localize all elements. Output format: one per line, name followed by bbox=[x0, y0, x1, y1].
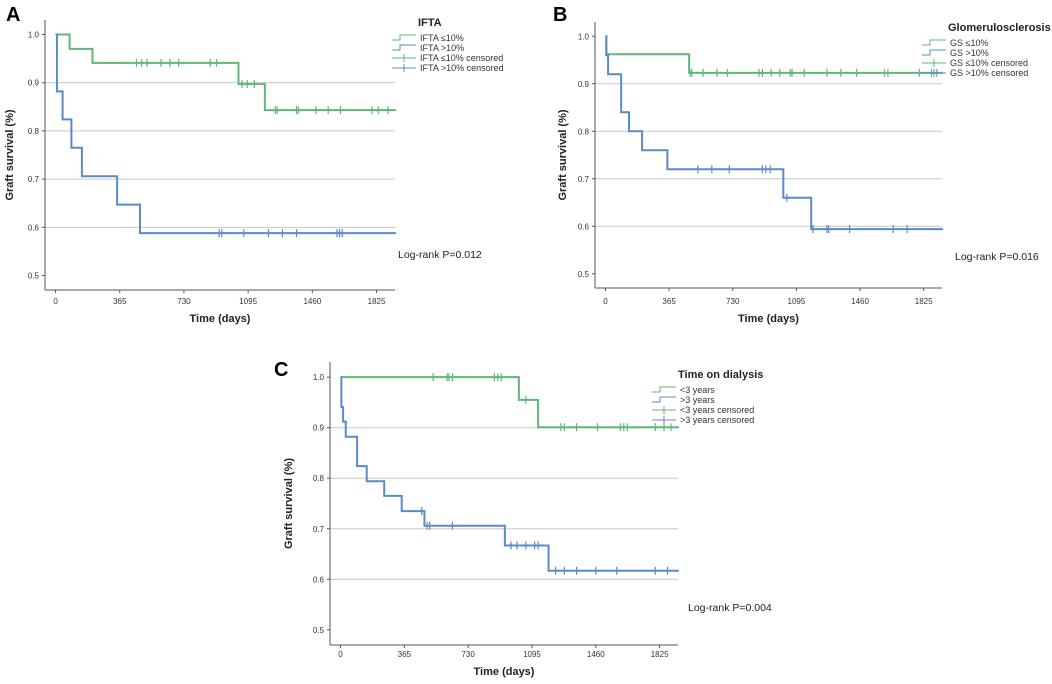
y-axis-title: Graft survival (%) bbox=[4, 109, 16, 200]
panel-label: C bbox=[274, 359, 288, 381]
legend-item: GS >10% bbox=[950, 48, 989, 58]
log-rank-annotation: Log-rank P=0.016 bbox=[955, 251, 1039, 263]
x-tick-label: 1825 bbox=[368, 297, 386, 306]
y-tick-label: 1.0 bbox=[28, 30, 40, 39]
legend-symbol bbox=[392, 34, 416, 41]
x-tick-label: 1460 bbox=[587, 650, 605, 659]
x-tick-label: 0 bbox=[338, 650, 343, 659]
legend-item: >3 years bbox=[680, 395, 715, 405]
y-tick-label: 0.8 bbox=[313, 474, 325, 483]
chart-panel-a: 0.5 0.6 0.7 0.8 0.9 1.0 0 365 730 1095 1460 1825 A Ti… bbox=[4, 4, 504, 325]
legend-item: <3 years censored bbox=[680, 405, 754, 415]
legend-symbol bbox=[922, 39, 946, 46]
log-rank-annotation: Log-rank P=0.004 bbox=[688, 602, 772, 614]
y-tick-label: 0.6 bbox=[28, 223, 40, 232]
y-tick-label: 0.7 bbox=[578, 175, 590, 184]
legend: Glomerulosclerosis GS ≤10%GS >10%GS ≤10% … bbox=[922, 22, 1051, 78]
legend-item: IFTA ≤10% bbox=[420, 33, 464, 43]
legend-item: <3 years bbox=[680, 385, 715, 395]
legend-item: IFTA ≤10% censored bbox=[420, 53, 503, 63]
legend: IFTA IFTA ≤10%IFTA >10%IFTA ≤10% censored… bbox=[392, 17, 504, 73]
y-tick-label: 0.7 bbox=[313, 525, 325, 534]
y-axis-title: Graft survival (%) bbox=[283, 458, 295, 549]
survival-curve-gs-10 bbox=[605, 35, 943, 231]
survival-curve-3-years bbox=[340, 376, 679, 429]
panel-label: A bbox=[6, 4, 20, 26]
legend-title: Glomerulosclerosis bbox=[948, 22, 1051, 34]
chart-panel-c: 0.5 0.6 0.7 0.8 0.9 1.0 0 365 730 1095 1460 1825 C Ti… bbox=[274, 359, 772, 678]
y-tick-label: 0.5 bbox=[313, 626, 325, 635]
y-axis-title: Graft survival (%) bbox=[557, 109, 569, 200]
y-tick-label: 0.6 bbox=[313, 575, 325, 584]
x-tick-label: 1825 bbox=[651, 650, 669, 659]
x-tick-label: 730 bbox=[461, 650, 475, 659]
x-tick-label: 1095 bbox=[239, 297, 257, 306]
y-tick-label: 1.0 bbox=[578, 32, 590, 41]
x-axis-title: Time (days) bbox=[738, 313, 799, 325]
y-tick-label: 0.9 bbox=[578, 80, 590, 89]
x-tick-label: 365 bbox=[113, 297, 127, 306]
x-axis-title: Time (days) bbox=[190, 313, 251, 325]
chart-panel-b: 0.5 0.6 0.7 0.8 0.9 1.0 0 365 730 1095 1460 1825 B Ti… bbox=[553, 4, 1051, 325]
legend-title: IFTA bbox=[418, 17, 442, 29]
x-axis-title: Time (days) bbox=[474, 666, 535, 678]
y-tick-label: 0.8 bbox=[28, 127, 40, 136]
y-tick-label: 0.6 bbox=[578, 222, 590, 231]
survival-curve-ifta-10 bbox=[55, 33, 396, 235]
x-tick-label: 1460 bbox=[851, 297, 869, 306]
legend-title: Time on dialysis bbox=[678, 369, 763, 381]
legend: Time on dialysis <3 years>3 years<3 years… bbox=[652, 369, 763, 425]
x-tick-label: 365 bbox=[662, 297, 676, 306]
x-tick-label: 0 bbox=[53, 297, 58, 306]
y-tick-label: 0.7 bbox=[28, 175, 40, 184]
legend-item: GS ≤10% bbox=[950, 38, 988, 48]
legend-item: IFTA >10% bbox=[420, 43, 464, 53]
x-tick-label: 1825 bbox=[915, 297, 933, 306]
legend-item: GS >10% censored bbox=[950, 68, 1028, 78]
x-tick-label: 730 bbox=[726, 297, 740, 306]
y-tick-label: 0.5 bbox=[28, 272, 40, 281]
x-tick-label: 365 bbox=[398, 650, 412, 659]
x-tick-label: 1095 bbox=[523, 650, 541, 659]
legend-symbol bbox=[922, 49, 946, 56]
legend-symbol bbox=[652, 396, 676, 403]
legend-item: IFTA >10% censored bbox=[420, 63, 504, 73]
survival-curve-3-years bbox=[340, 376, 679, 572]
y-tick-label: 0.5 bbox=[578, 270, 590, 279]
panel-label: B bbox=[553, 4, 567, 26]
log-rank-annotation: Log-rank P=0.012 bbox=[398, 249, 482, 261]
y-tick-label: 0.9 bbox=[28, 79, 40, 88]
legend-item: GS ≤10% censored bbox=[950, 58, 1028, 68]
survival-curve-ifta-10 bbox=[55, 33, 396, 112]
y-tick-label: 1.0 bbox=[313, 373, 325, 382]
legend-symbol bbox=[652, 386, 676, 393]
legend-item: >3 years censored bbox=[680, 415, 754, 425]
x-tick-label: 1095 bbox=[788, 297, 806, 306]
legend-symbol bbox=[392, 44, 416, 51]
y-tick-label: 0.9 bbox=[313, 424, 325, 433]
y-tick-label: 0.8 bbox=[578, 127, 590, 136]
survival-curve-gs-10 bbox=[605, 35, 943, 74]
x-tick-label: 730 bbox=[177, 297, 191, 306]
x-tick-label: 1460 bbox=[303, 297, 321, 306]
x-tick-label: 0 bbox=[603, 297, 608, 306]
